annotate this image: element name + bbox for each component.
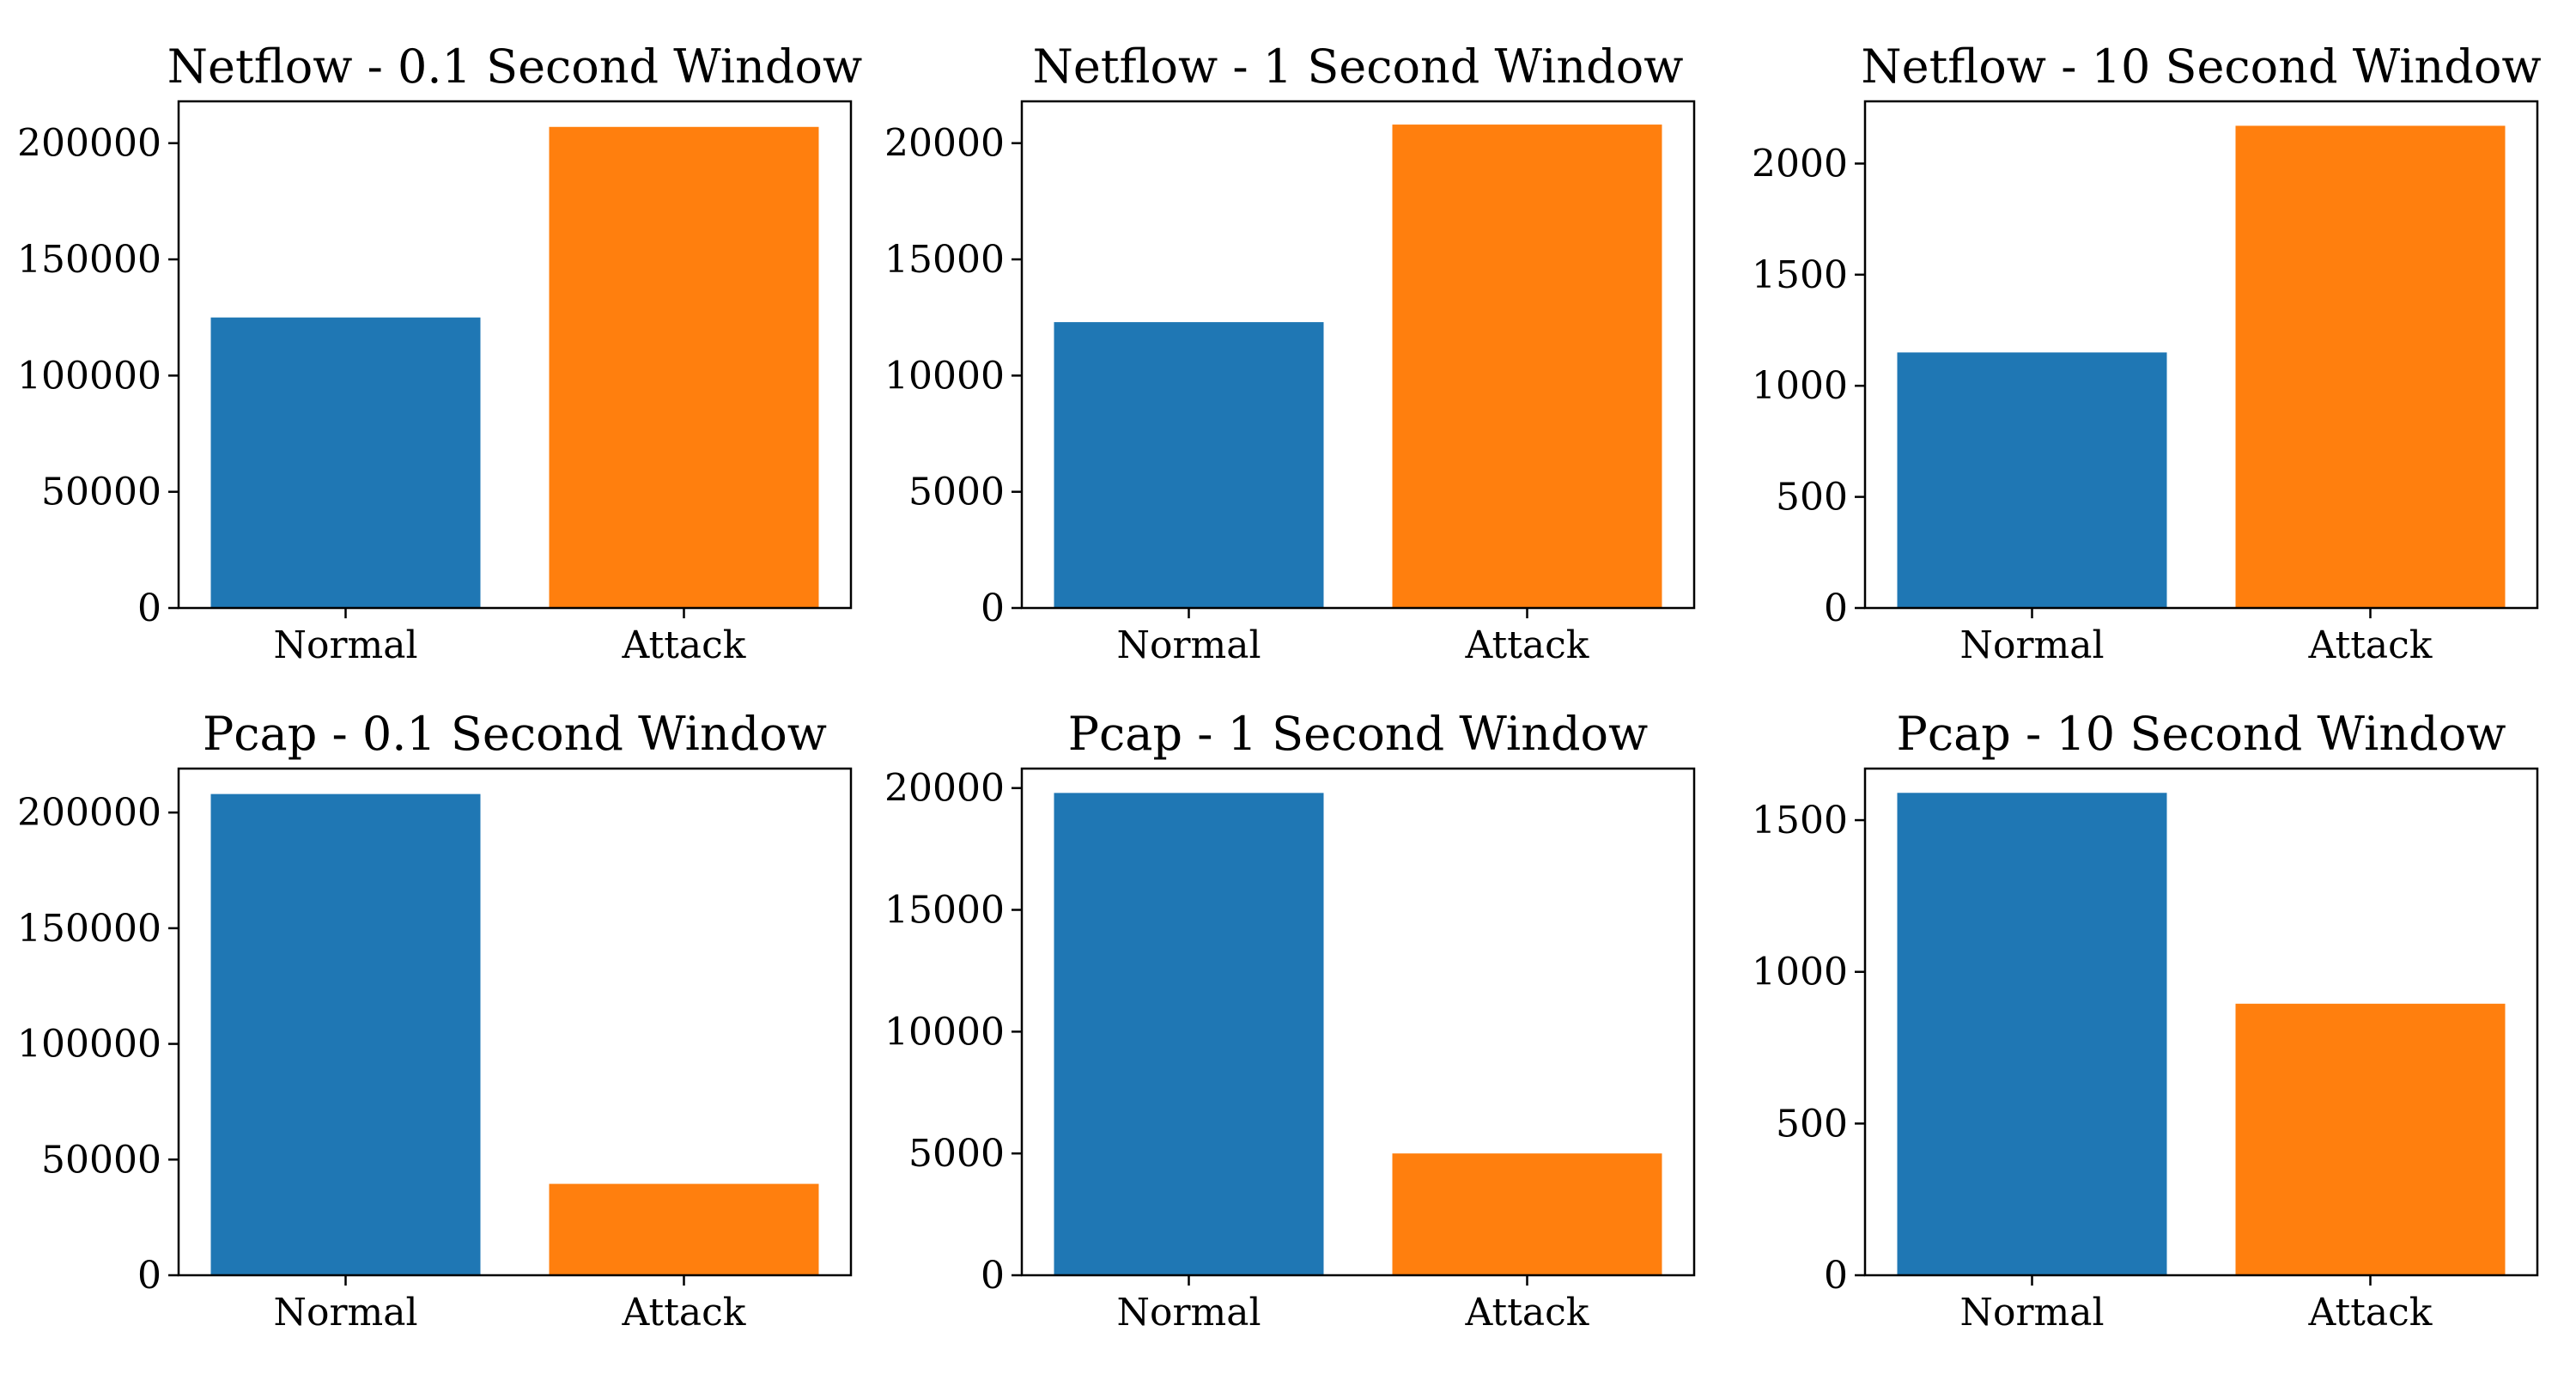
- subplot-6: Pcap - 10 Second Window Normal Attack 0 500 1…: [1752, 707, 2539, 1334]
- plot-frame: [177, 767, 853, 1277]
- x-tick-label: Attack: [2308, 623, 2433, 667]
- bar-normal: [1054, 322, 1324, 608]
- y-tick-label: 0: [137, 1254, 161, 1298]
- y-tick-label: 1000: [1752, 951, 1848, 994]
- subplot-1: Netflow - 0.1 Second Window Normal Attack 0…: [17, 40, 862, 667]
- x-tick-label: Normal: [1116, 623, 1261, 667]
- y-tick-label: 15000: [884, 238, 1005, 282]
- y-tick-label: 100000: [17, 354, 161, 398]
- x-tick-label: Normal: [273, 623, 417, 667]
- bar-attack: [549, 1183, 819, 1275]
- x-tick-label: Normal: [1959, 1291, 2104, 1334]
- y-tick-label: 0: [1824, 1254, 1848, 1298]
- y-tick-label: 0: [981, 1254, 1005, 1298]
- y-tick-label: 20000: [884, 767, 1005, 811]
- y-tick-label: 50000: [41, 471, 161, 514]
- y-tick-label: 0: [137, 587, 161, 630]
- bar-normal: [210, 793, 481, 1275]
- y-tick-label: 100000: [17, 1023, 161, 1067]
- x-tick-label: Normal: [273, 1291, 417, 1334]
- y-tick-label: 10000: [884, 354, 1005, 398]
- y-tick-label: 150000: [17, 907, 161, 951]
- bar-attack: [1392, 125, 1662, 609]
- subplot-title: Netflow - 0.1 Second Window: [167, 40, 862, 94]
- y-tick-label: 5000: [908, 471, 1005, 514]
- y-tick-label: 500: [1776, 476, 1848, 520]
- y-tick-label: 0: [1824, 587, 1848, 630]
- subplot-4: Pcap - 0.1 Second Window Normal Attack 0 500…: [17, 707, 853, 1334]
- y-tick-label: 5000: [908, 1132, 1005, 1176]
- subplot-5: Pcap - 1 Second Window Normal Attack 0 5000 1…: [884, 707, 1696, 1334]
- y-tick-label: 10000: [884, 1010, 1005, 1054]
- plot-frame: [1863, 100, 2539, 610]
- subplot-title: Netflow - 1 Second Window: [1033, 40, 1684, 94]
- y-tick-label: 1500: [1752, 799, 1848, 842]
- plot-frame: [1863, 767, 2539, 1277]
- subplot-2: Netflow - 1 Second Window Normal Attack 0 50…: [884, 40, 1696, 667]
- plot-frame: [177, 100, 853, 610]
- y-tick-label: 1000: [1752, 364, 1848, 408]
- subplot-title: Pcap - 0.1 Second Window: [203, 707, 827, 761]
- plot-frame: [1020, 767, 1696, 1277]
- y-tick-label: 1500: [1752, 253, 1848, 297]
- x-tick-label: Normal: [1959, 623, 2104, 667]
- y-tick-label: 15000: [884, 889, 1005, 933]
- x-tick-label: Attack: [622, 623, 746, 667]
- bar-attack: [549, 126, 819, 609]
- bar-normal: [1897, 793, 2167, 1275]
- subplot-3: Netflow - 10 Second Window Normal Attack 0 5…: [1752, 40, 2542, 667]
- y-tick-label: 50000: [41, 1138, 161, 1182]
- subplot-title: Netflow - 10 Second Window: [1861, 40, 2541, 94]
- bar-attack: [2235, 125, 2506, 608]
- bar-normal: [1054, 793, 1324, 1275]
- x-tick-label: Attack: [1465, 623, 1589, 667]
- bar-normal: [210, 317, 481, 608]
- y-tick-label: 200000: [17, 122, 161, 166]
- subplot-title: Pcap - 1 Second Window: [1068, 707, 1649, 761]
- y-tick-label: 200000: [17, 791, 161, 835]
- x-tick-label: Attack: [2308, 1291, 2433, 1334]
- bar-attack: [1392, 1153, 1662, 1275]
- bar-normal: [1897, 352, 2167, 608]
- y-tick-label: 150000: [17, 238, 161, 282]
- subplot-title: Pcap - 10 Second Window: [1897, 707, 2506, 761]
- bar-attack: [2235, 1003, 2506, 1275]
- x-tick-label: Attack: [622, 1291, 746, 1334]
- x-tick-label: Normal: [1116, 1291, 1261, 1334]
- y-tick-label: 20000: [884, 122, 1005, 166]
- y-tick-label: 0: [981, 587, 1005, 630]
- x-tick-label: Attack: [1465, 1291, 1589, 1334]
- y-tick-label: 500: [1776, 1102, 1848, 1146]
- plot-frame: [1020, 100, 1696, 610]
- y-tick-label: 2000: [1752, 142, 1848, 185]
